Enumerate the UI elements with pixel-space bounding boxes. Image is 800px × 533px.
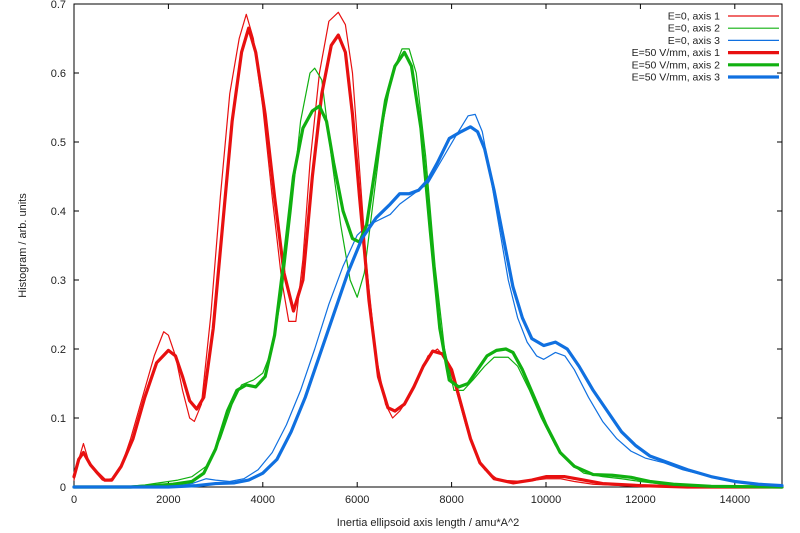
y-tick-label: 0.3 xyxy=(51,275,66,287)
legend-label-3: E=0, axis 3 xyxy=(668,35,720,47)
y-tick-label: 0.1 xyxy=(51,413,66,425)
x-tick-label: 10000 xyxy=(531,494,562,506)
x-axis: 0 2000 4000 6000 8000 10000 12000 14000 xyxy=(71,4,750,506)
y-axis-title: Histogram / arb. units xyxy=(17,193,29,298)
y-tick-label: 0.7 xyxy=(51,0,66,11)
x-tick-label: 0 xyxy=(71,494,77,506)
x-tick-label: 8000 xyxy=(439,494,463,506)
series-line-4 xyxy=(72,26,784,489)
y-tick-label: 0.4 xyxy=(51,206,66,218)
legend-label-2: E=0, axis 2 xyxy=(668,23,720,35)
plot-border xyxy=(73,3,783,488)
x-tick-label: 6000 xyxy=(345,494,369,506)
x-tick-label: 12000 xyxy=(625,494,656,506)
series-line-5 xyxy=(72,50,784,489)
legend: E=0, axis 1E=0, axis 2E=0, axis 3E=50 V/… xyxy=(632,11,779,84)
y-axis: 0 0.1 0.2 0.3 0.4 0.5 0.6 0.7 xyxy=(51,0,782,494)
y-tick-label: 0 xyxy=(60,482,66,494)
legend-label-6: E=50 V/mm, axis 3 xyxy=(632,72,721,84)
series-layer xyxy=(72,11,784,489)
x-tick-label: 14000 xyxy=(720,494,751,506)
y-tick-label: 0.5 xyxy=(51,137,66,149)
series-line-2 xyxy=(73,48,783,488)
legend-label-5: E=50 V/mm, axis 2 xyxy=(632,59,721,71)
legend-label-1: E=0, axis 1 xyxy=(668,11,720,23)
x-tick-label: 4000 xyxy=(251,494,275,506)
series-line-3 xyxy=(73,113,783,488)
x-tick-label: 2000 xyxy=(156,494,180,506)
y-tick-label: 0.2 xyxy=(51,344,66,356)
series-line-6 xyxy=(72,125,784,489)
plot-frame xyxy=(73,3,783,488)
y-tick-label: 0.6 xyxy=(51,68,66,80)
x-axis-title: Inertia ellipsoid axis length / amu*A^2 xyxy=(337,517,519,529)
legend-label-4: E=50 V/mm, axis 1 xyxy=(632,47,721,59)
